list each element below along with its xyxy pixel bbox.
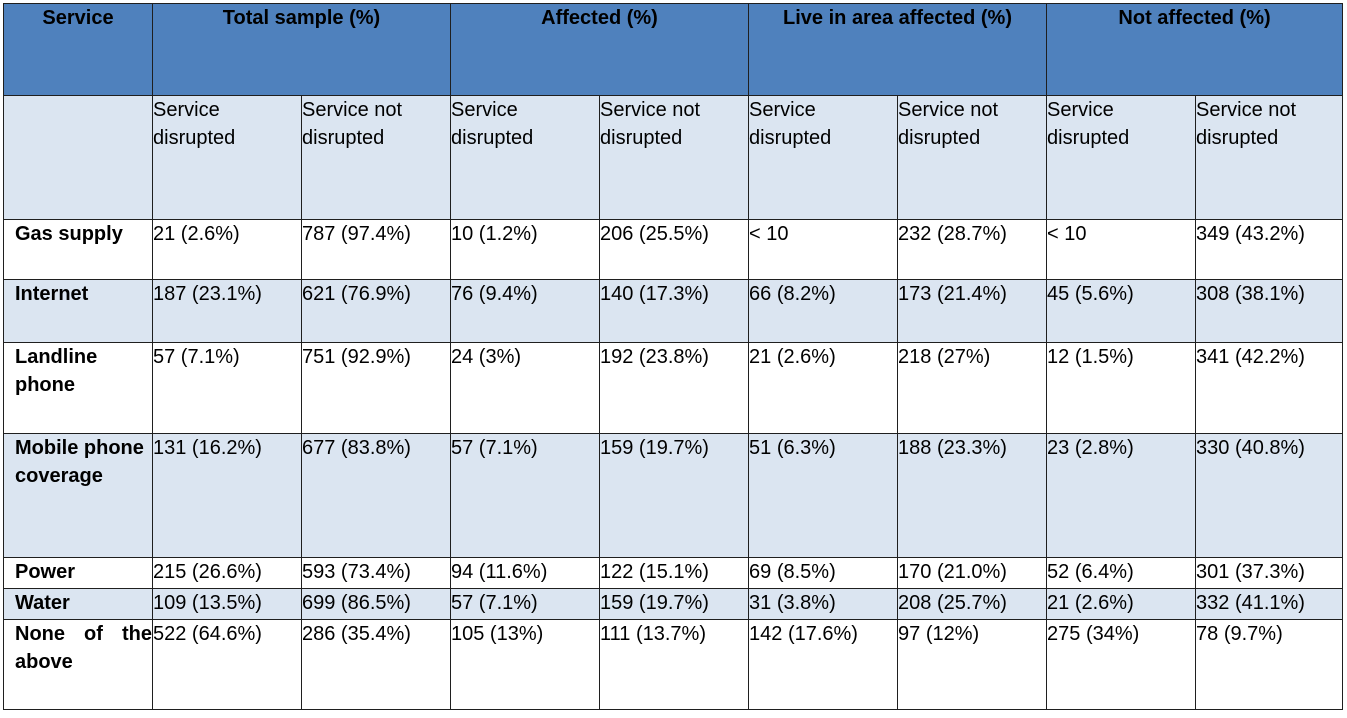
table-cell: 109 (13.5%) xyxy=(152,588,302,620)
table-cell: 173 (21.4%) xyxy=(897,279,1048,343)
table-cell: 51 (6.3%) xyxy=(748,433,899,558)
table-cell: 105 (13%) xyxy=(450,619,600,710)
subheader-disrupted: Service disrupted xyxy=(748,95,899,220)
table-cell: 621 (76.9%) xyxy=(301,279,451,343)
table-cell: 97 (12%) xyxy=(897,619,1048,710)
table-cell: 66 (8.2%) xyxy=(748,279,899,343)
table-cell: 699 (86.5%) xyxy=(301,588,451,620)
table-cell: 111 (13.7%) xyxy=(598,619,750,710)
table-row: Water 109 (13.5%) 699 (86.5%) 57 (7.1%) … xyxy=(3,588,1344,620)
table-cell: 159 (19.7%) xyxy=(598,433,750,558)
table-cell: 206 (25.5%) xyxy=(598,219,750,280)
table-cell: 23 (2.8%) xyxy=(1046,433,1197,558)
table-cell: 12 (1.5%) xyxy=(1046,342,1197,434)
table-cell: 677 (83.8%) xyxy=(301,433,451,558)
table-header-row: Service Total sample (%) Affected (%) Li… xyxy=(3,3,1344,96)
table-cell: 21 (2.6%) xyxy=(1046,588,1197,620)
subheader-disrupted: Service disrupted xyxy=(450,95,600,220)
table-cell: 751 (92.9%) xyxy=(301,342,451,434)
subheader-disrupted: Service disrupted xyxy=(1046,95,1197,220)
header-not-affected: Not affected (%) xyxy=(1046,3,1344,96)
table-row: None of the above 522 (64.6%) 286 (35.4%… xyxy=(3,619,1344,710)
table-cell: < 10 xyxy=(1046,219,1197,280)
subheader-not-disrupted: Service not disrupted xyxy=(301,95,451,220)
table-cell: 131 (16.2%) xyxy=(152,433,302,558)
table-cell: 332 (41.1%) xyxy=(1195,588,1344,620)
table-cell: 170 (21.0%) xyxy=(897,557,1048,589)
subheader-disrupted: Service disrupted xyxy=(152,95,302,220)
table-cell: 522 (64.6%) xyxy=(152,619,302,710)
table-cell: 21 (2.6%) xyxy=(748,342,899,434)
table-row: Mobile phone coverage 131 (16.2%) 677 (8… xyxy=(3,433,1344,558)
table-cell: 122 (15.1%) xyxy=(598,557,750,589)
table-cell: 215 (26.6%) xyxy=(152,557,302,589)
table-cell: 21 (2.6%) xyxy=(152,219,302,280)
header-total-sample: Total sample (%) xyxy=(152,3,451,96)
row-label-mobile-phone-coverage: Mobile phone coverage xyxy=(3,433,153,558)
table-cell: 57 (7.1%) xyxy=(152,342,302,434)
table-cell: 330 (40.8%) xyxy=(1195,433,1344,558)
table-cell: 140 (17.3%) xyxy=(598,279,750,343)
row-label-power: Power xyxy=(3,557,153,589)
table-cell: 45 (5.6%) xyxy=(1046,279,1197,343)
table-subheader-row: Service disrupted Service not disrupted … xyxy=(3,95,1344,220)
table-cell: 76 (9.4%) xyxy=(450,279,600,343)
table-cell: 31 (3.8%) xyxy=(748,588,899,620)
table-cell: 787 (97.4%) xyxy=(301,219,451,280)
row-label-water: Water xyxy=(3,588,153,620)
table-cell: 593 (73.4%) xyxy=(301,557,451,589)
table-row: Power 215 (26.6%) 593 (73.4%) 94 (11.6%)… xyxy=(3,557,1344,589)
row-label-gas-supply: Gas supply xyxy=(3,219,153,280)
table-cell: 57 (7.1%) xyxy=(450,433,600,558)
table-cell: 10 (1.2%) xyxy=(450,219,600,280)
table-cell: 349 (43.2%) xyxy=(1195,219,1344,280)
table-cell: 69 (8.5%) xyxy=(748,557,899,589)
table-cell: < 10 xyxy=(748,219,899,280)
subheader-empty-cell xyxy=(3,95,153,220)
table-cell: 188 (23.3%) xyxy=(897,433,1048,558)
table-cell: 192 (23.8%) xyxy=(598,342,750,434)
table-row: Landline phone 57 (7.1%) 751 (92.9%) 24 … xyxy=(3,342,1344,434)
table-cell: 341 (42.2%) xyxy=(1195,342,1344,434)
table-cell: 24 (3%) xyxy=(450,342,600,434)
table-cell: 159 (19.7%) xyxy=(598,588,750,620)
table-cell: 218 (27%) xyxy=(897,342,1048,434)
service-disruption-table: Service Total sample (%) Affected (%) Li… xyxy=(3,3,1344,710)
header-affected: Affected (%) xyxy=(449,3,750,96)
table-cell: 94 (11.6%) xyxy=(450,557,600,589)
table-cell: 301 (37.3%) xyxy=(1195,557,1344,589)
table-cell: 308 (38.1%) xyxy=(1195,279,1344,343)
table-cell: 286 (35.4%) xyxy=(301,619,451,710)
row-label-internet: Internet xyxy=(3,279,153,343)
table-cell: 142 (17.6%) xyxy=(748,619,899,710)
table-cell: 78 (9.7%) xyxy=(1195,619,1344,710)
table-cell: 57 (7.1%) xyxy=(450,588,600,620)
table-cell: 187 (23.1%) xyxy=(152,279,302,343)
table-cell: 52 (6.4%) xyxy=(1046,557,1197,589)
table-cell: 232 (28.7%) xyxy=(897,219,1048,280)
table-row: Internet 187 (23.1%) 621 (76.9%) 76 (9.4… xyxy=(3,279,1344,343)
table-cell: 208 (25.7%) xyxy=(897,588,1048,620)
header-live-in-area-affected: Live in area affected (%) xyxy=(748,3,1048,96)
subheader-not-disrupted: Service not disrupted xyxy=(598,95,750,220)
subheader-not-disrupted: Service not disrupted xyxy=(1195,95,1344,220)
row-label-landline-phone: Landline phone xyxy=(3,342,153,434)
row-label-none-of-the-above: None of the above xyxy=(3,619,153,710)
table-row: Gas supply 21 (2.6%) 787 (97.4%) 10 (1.2… xyxy=(3,219,1344,280)
table-cell: 275 (34%) xyxy=(1046,619,1197,710)
subheader-not-disrupted: Service not disrupted xyxy=(897,95,1048,220)
header-service: Service xyxy=(3,3,153,96)
